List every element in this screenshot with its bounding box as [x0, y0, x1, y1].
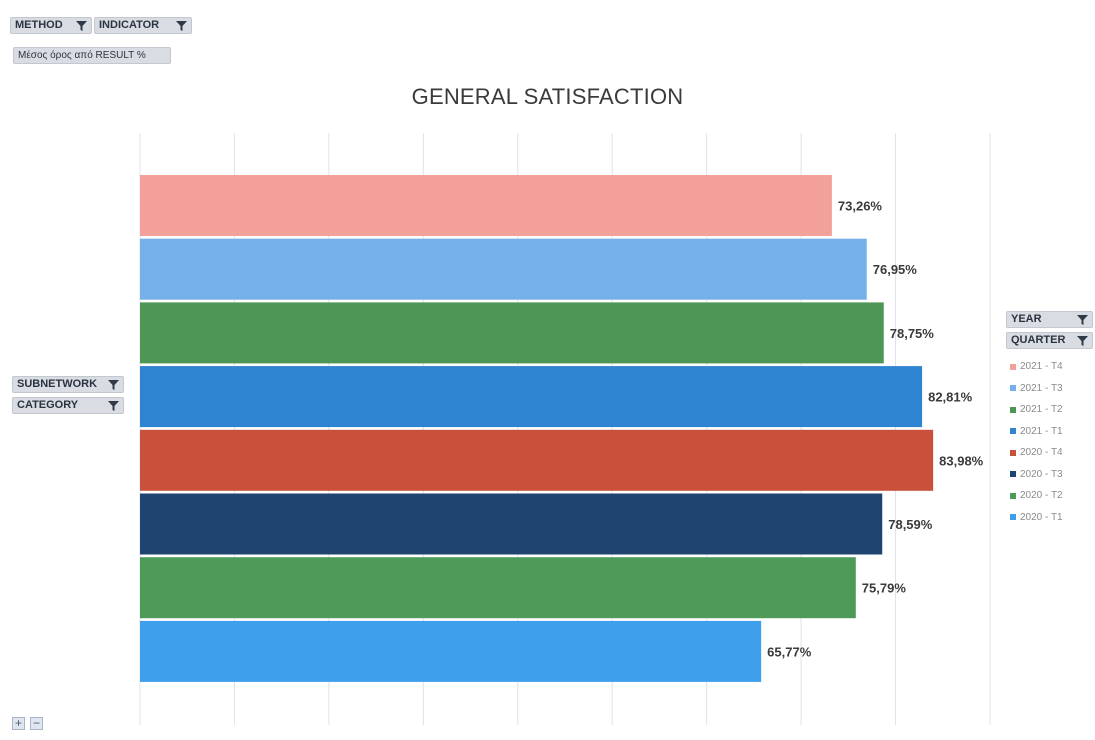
subnetwork-filter-label: SUBNETWORK — [17, 378, 98, 390]
filter-icon — [108, 400, 119, 411]
legend-swatch — [1010, 471, 1016, 478]
method-filter-button[interactable]: METHOD — [10, 17, 92, 34]
legend-label: 2021 - T3 — [1020, 382, 1063, 394]
measure-field-button[interactable]: Μέσος όρος από RESULT % — [13, 47, 171, 64]
measure-field-label: Μέσος όρος από RESULT % — [18, 50, 146, 61]
bar[interactable] — [140, 366, 923, 428]
legend-item[interactable]: 2020 - T2 — [1010, 485, 1095, 507]
legend-label: 2021 - T4 — [1020, 361, 1063, 373]
collapse-button[interactable]: − — [30, 717, 43, 730]
filter-icon — [176, 20, 187, 31]
data-label: 78,59% — [888, 517, 933, 532]
legend-swatch — [1010, 406, 1016, 413]
expand-button[interactable]: + — [12, 717, 25, 730]
legend-label: 2020 - T3 — [1020, 468, 1063, 480]
legend-label: 2020 - T2 — [1020, 490, 1063, 502]
legend-swatch — [1010, 492, 1016, 499]
data-label: 76,95% — [873, 262, 918, 277]
method-filter-label: METHOD — [15, 19, 63, 31]
quarter-filter-label: QUARTER — [1011, 334, 1066, 346]
legend-label: 2021 - T1 — [1020, 425, 1063, 437]
legend-item[interactable]: 2020 - T1 — [1010, 507, 1095, 529]
data-label: 73,26% — [838, 199, 883, 214]
filter-icon — [76, 20, 87, 31]
chart-title: GENERAL SATISFACTION — [411, 84, 684, 109]
legend-item[interactable]: 2020 - T4 — [1010, 442, 1095, 464]
chart-bars — [140, 175, 934, 682]
bar[interactable] — [140, 493, 883, 555]
data-label: 78,75% — [890, 326, 935, 341]
data-label: 83,98% — [939, 453, 984, 468]
legend-swatch — [1010, 385, 1016, 392]
data-label: 65,77% — [767, 644, 812, 659]
category-filter-button[interactable]: CATEGORY — [12, 397, 124, 414]
chart-data-labels: 73,26% 76,95% 78,75% 82,81% 83,98% 78,59% 75,7… — [767, 199, 984, 660]
subnetwork-filter-button[interactable]: SUBNETWORK — [12, 376, 124, 393]
legend-item[interactable]: 2021 - T2 — [1010, 399, 1095, 421]
quarter-filter-button[interactable]: QUARTER — [1006, 332, 1093, 349]
data-label: 75,79% — [862, 581, 907, 596]
bar[interactable] — [140, 620, 762, 682]
bar[interactable] — [140, 238, 867, 300]
category-filter-label: CATEGORY — [17, 399, 79, 411]
legend-label: 2020 - T1 — [1020, 511, 1063, 523]
bar[interactable] — [140, 429, 934, 491]
legend-swatch — [1010, 363, 1016, 370]
bar[interactable] — [140, 175, 832, 236]
filter-icon — [1077, 335, 1088, 346]
year-filter-button[interactable]: YEAR — [1006, 311, 1093, 328]
legend-swatch — [1010, 449, 1016, 456]
data-label: 82,81% — [928, 390, 973, 405]
legend-label: 2021 - T2 — [1020, 404, 1063, 416]
bar[interactable] — [140, 557, 856, 619]
chart-legend: 2021 - T4 2021 - T3 2021 - T2 2021 - T1 2020… — [1010, 356, 1095, 528]
filter-icon — [1077, 314, 1088, 325]
legend-item[interactable]: 2021 - T3 — [1010, 378, 1095, 400]
indicator-filter-label: INDICATOR — [99, 19, 160, 31]
bar[interactable] — [140, 302, 884, 364]
indicator-filter-button[interactable]: INDICATOR — [94, 17, 192, 34]
year-filter-label: YEAR — [1011, 313, 1042, 325]
legend-label: 2020 - T4 — [1020, 447, 1063, 459]
legend-swatch — [1010, 514, 1016, 521]
legend-item[interactable]: 2020 - T3 — [1010, 464, 1095, 486]
filter-icon — [108, 379, 119, 390]
legend-item[interactable]: 2021 - T4 — [1010, 356, 1095, 378]
legend-item[interactable]: 2021 - T1 — [1010, 421, 1095, 443]
legend-swatch — [1010, 428, 1016, 435]
